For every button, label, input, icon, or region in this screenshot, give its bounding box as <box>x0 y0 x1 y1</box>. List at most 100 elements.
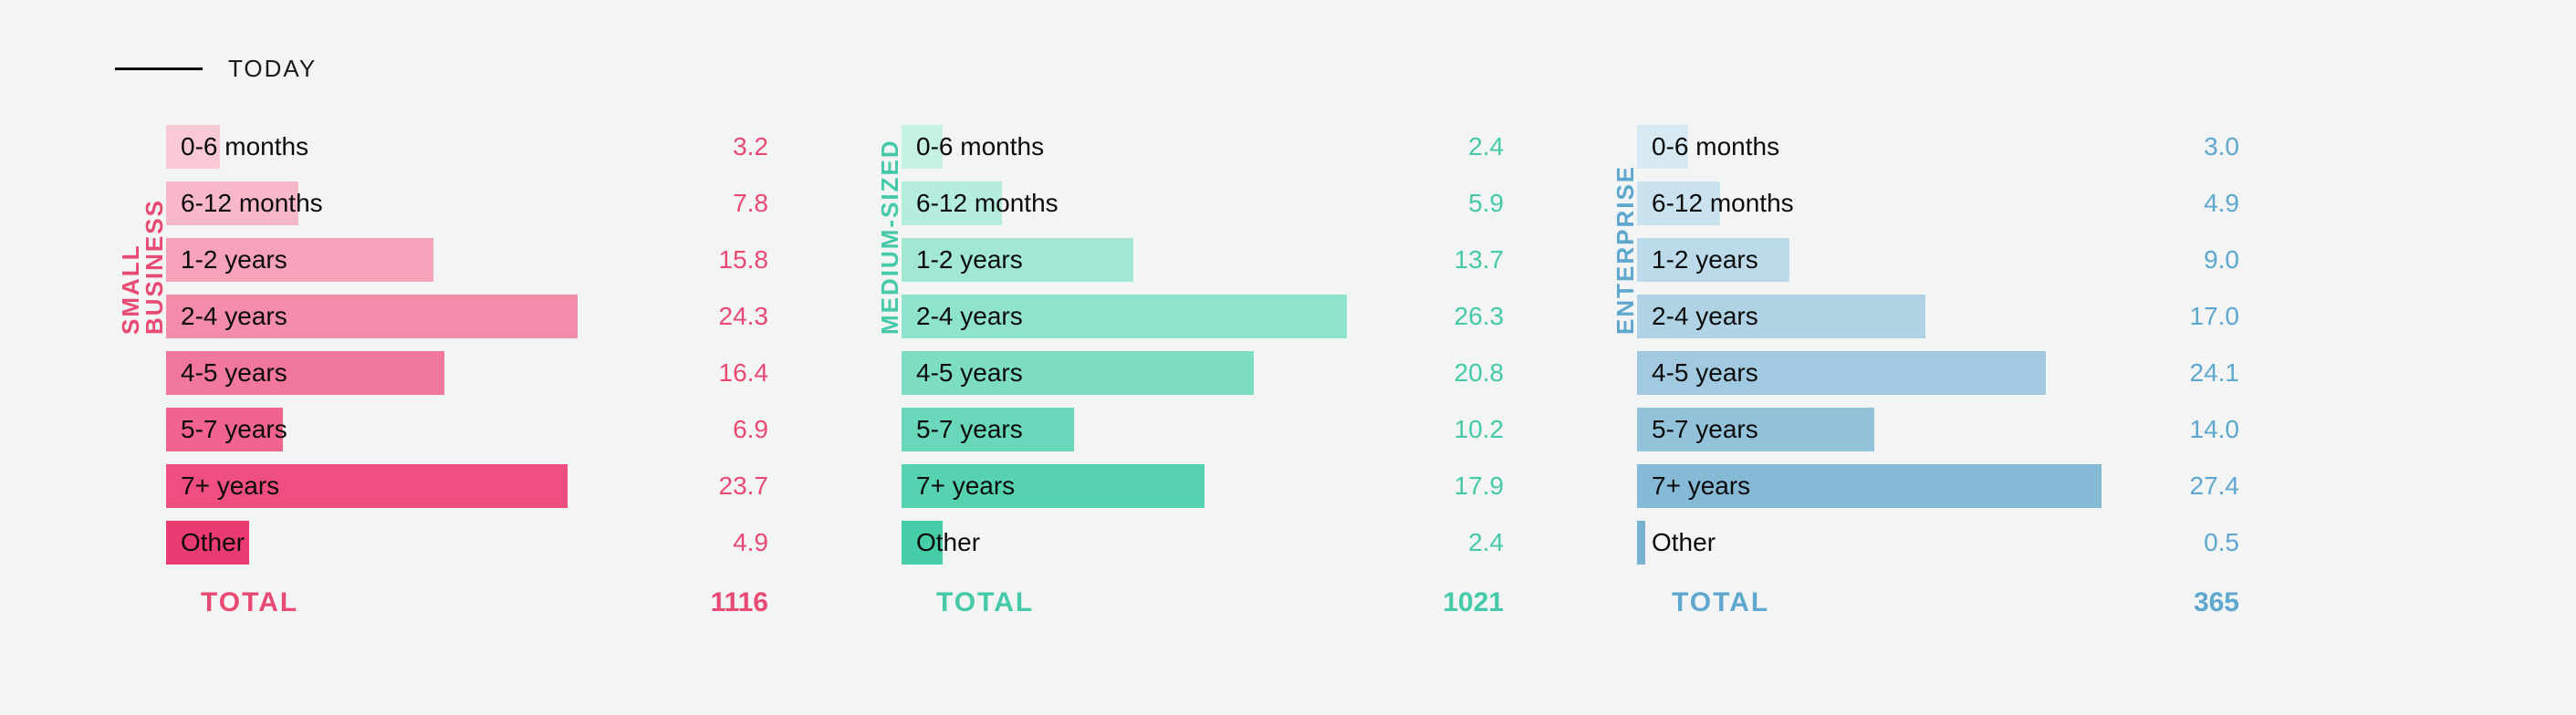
bar-category-label: 0-6 months <box>1652 132 1779 161</box>
bar-track: 4-5 years <box>902 351 1376 395</box>
bar-value: 3.2 <box>641 132 768 161</box>
bar-track: 1-2 years <box>902 238 1376 282</box>
bar-category-label: 6-12 months <box>916 189 1059 218</box>
bar-row: 7+ years 17.9 <box>902 464 1504 508</box>
bar-track: 6-12 months <box>166 181 641 225</box>
bar-value: 17.9 <box>1376 471 1504 501</box>
bar-row: 2-4 years 24.3 <box>166 295 768 338</box>
total-row: TOTAL365 <box>1637 581 2239 625</box>
bar-value: 16.4 <box>641 358 768 388</box>
bar-value: 24.1 <box>2112 358 2239 388</box>
bar-track: 1-2 years <box>1637 238 2112 282</box>
bar-track: Other <box>1637 521 2112 565</box>
bar-track: 0-6 months <box>1637 125 2112 169</box>
bar-track: Other <box>902 521 1376 565</box>
total-row: TOTAL1021 <box>902 581 1504 625</box>
bar-value: 2.4 <box>1376 528 1504 557</box>
panel-enterprise: ENTERPRISE 0-6 months 3.0 6-12 months 4.9 1-2… <box>1604 125 2239 625</box>
bar-row: Other4.9 <box>166 521 768 565</box>
chart-panels: SMALL BUSINESS0-6 months3.26-12 months7.… <box>110 125 2466 625</box>
total-label: TOTAL <box>166 587 641 618</box>
bar-row: 2-4 years 17.0 <box>1637 295 2239 338</box>
bar-category-label: 2-4 years <box>916 302 1023 331</box>
bar-track: 5-7 years <box>902 408 1376 451</box>
legend: TODAY <box>115 55 2466 83</box>
total-label: TOTAL <box>1637 587 2112 618</box>
bar-category-label: 4-5 years <box>916 358 1023 388</box>
bar-category-label: 7+ years <box>916 471 1015 501</box>
bar-category-label: 5-7 years <box>1652 415 1758 444</box>
bar-track: 2-4 years <box>1637 295 2112 338</box>
bar-track: 5-7 years <box>1637 408 2112 451</box>
panel-rows: 0-6 months2.46-12 months5.91-2 years13.7… <box>902 125 1504 625</box>
panel-title-enterprise: ENTERPRISE <box>1604 125 1637 335</box>
bar-category-label: Other <box>916 528 980 557</box>
total-value: 1116 <box>641 587 768 618</box>
panel-title-medium_sized: MEDIUM-SIZED <box>869 125 902 335</box>
bar-row: 6-12 months 5.9 <box>902 181 1504 225</box>
bar-value: 27.4 <box>2112 471 2239 501</box>
total-value: 1021 <box>1376 587 1504 618</box>
bar-row: 7+ years 27.4 <box>1637 464 2239 508</box>
panel-rows: 0-6 months3.26-12 months7.81-2 years15.8… <box>166 125 768 625</box>
bar-category-label: 1-2 years <box>1652 245 1758 275</box>
bar-track: 7+ years <box>166 464 641 508</box>
bar-row: Other 2.4 <box>902 521 1504 565</box>
bar-value: 5.9 <box>1376 189 1504 218</box>
bar-row: 2-4 years26.3 <box>902 295 1504 338</box>
bar-value: 17.0 <box>2112 302 2239 331</box>
bar-row: 5-7 years 14.0 <box>1637 408 2239 451</box>
bar-row: 4-5 years20.8 <box>902 351 1504 395</box>
bar-category-label: Other <box>181 528 245 557</box>
bar-track: 0-6 months <box>902 125 1376 169</box>
bar-category-label: 7+ years <box>181 471 279 501</box>
bar-track: 1-2 years <box>166 238 641 282</box>
bar-track: 7+ years <box>1637 464 2112 508</box>
bar-track: 5-7 years <box>166 408 641 451</box>
bar-row: 1-2 years15.8 <box>166 238 768 282</box>
bar-track: 2-4 years <box>166 295 641 338</box>
total-label: TOTAL <box>902 587 1376 618</box>
legend-line <box>115 67 203 70</box>
bar-row: 6-12 months 7.8 <box>166 181 768 225</box>
bar-category-label: 2-4 years <box>1652 302 1758 331</box>
bar-track: 6-12 months <box>1637 181 2112 225</box>
bar-track: 4-5 years <box>1637 351 2112 395</box>
bar-row: 1-2 years 9.0 <box>1637 238 2239 282</box>
bar-category-label: 2-4 years <box>181 302 287 331</box>
bar-track: 7+ years <box>902 464 1376 508</box>
bar-value: 23.7 <box>641 471 768 501</box>
bar-row: 5-7 years 6.9 <box>166 408 768 451</box>
bar-row: 4-5 years24.1 <box>1637 351 2239 395</box>
bar-value: 10.2 <box>1376 415 1504 444</box>
bar-track: 0-6 months <box>166 125 641 169</box>
bar-value: 15.8 <box>641 245 768 275</box>
total-row: TOTAL1116 <box>166 581 768 625</box>
bar-value: 3.0 <box>2112 132 2239 161</box>
bar-category-label: 0-6 months <box>181 132 308 161</box>
bar-category-label: Other <box>1652 528 1716 557</box>
bar-value: 13.7 <box>1376 245 1504 275</box>
bar-row: 6-12 months 4.9 <box>1637 181 2239 225</box>
bar-row: 0-6 months 3.2 <box>166 125 768 169</box>
bar-category-label: 6-12 months <box>1652 189 1794 218</box>
panel-medium_sized: MEDIUM-SIZED0-6 months2.46-12 months5.91… <box>869 125 1504 625</box>
bar-category-label: 5-7 years <box>181 415 287 444</box>
bar-track: 6-12 months <box>902 181 1376 225</box>
bar-value: 4.9 <box>2112 189 2239 218</box>
panel-rows: 0-6 months 3.0 6-12 months 4.9 1-2 years 9.0 2… <box>1637 125 2239 625</box>
bar-category-label: 5-7 years <box>916 415 1023 444</box>
bar-category-label: 6-12 months <box>181 189 323 218</box>
bar-row: 0-6 months2.4 <box>902 125 1504 169</box>
bar-value: 7.8 <box>641 189 768 218</box>
bar-category-label: 4-5 years <box>181 358 287 388</box>
bar-value: 6.9 <box>641 415 768 444</box>
bar <box>1637 521 1645 565</box>
bar-category-label: 7+ years <box>1652 471 1750 501</box>
bar-value: 9.0 <box>2112 245 2239 275</box>
bar-row: 7+ years 23.7 <box>166 464 768 508</box>
bar-category-label: 0-6 months <box>916 132 1044 161</box>
bar-value: 14.0 <box>2112 415 2239 444</box>
bar-value: 24.3 <box>641 302 768 331</box>
bar-category-label: 1-2 years <box>916 245 1023 275</box>
